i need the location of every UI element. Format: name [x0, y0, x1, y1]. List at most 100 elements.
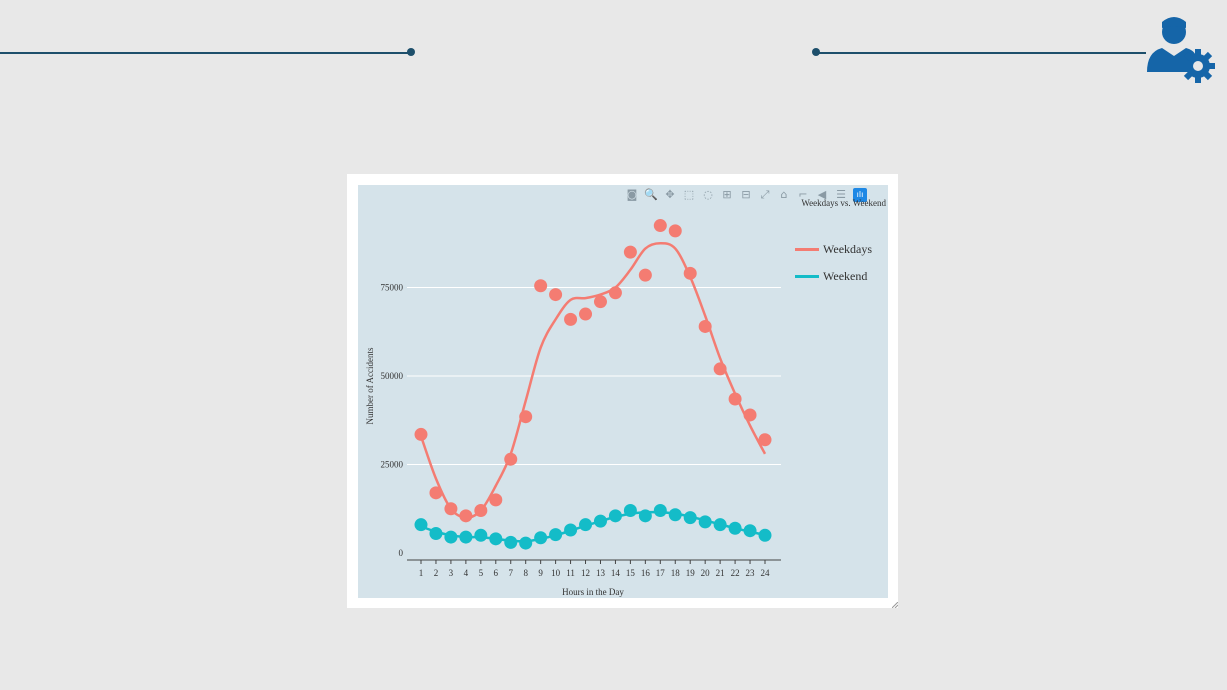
data-point-weekdays	[564, 312, 578, 326]
x-tick-label: 16	[641, 568, 651, 578]
x-tick-label: 21	[716, 568, 725, 578]
data-point-weekend	[579, 518, 593, 532]
slide-decoration-dot-left	[407, 48, 415, 56]
zoom-out-icon[interactable]: ⊟	[741, 188, 751, 201]
data-point-weekdays	[653, 219, 667, 233]
data-point-weekend	[414, 518, 428, 532]
data-point-weekend	[743, 524, 757, 538]
data-point-weekdays	[414, 427, 428, 441]
spike-lines-icon[interactable]: ⌐	[798, 188, 808, 201]
x-tick-label: 6	[494, 568, 499, 578]
data-point-weekend	[758, 528, 772, 542]
x-tick-label: 20	[701, 568, 711, 578]
data-point-weekdays	[429, 486, 443, 500]
y-axis-title: Number of Accidents	[365, 347, 375, 424]
trend-line-weekdays	[419, 241, 767, 519]
zoom-icon[interactable]: 🔍	[644, 188, 658, 201]
data-point-weekdays	[444, 502, 458, 516]
x-tick-label: 7	[508, 568, 513, 578]
data-point-weekdays	[519, 410, 533, 424]
data-point-weekdays	[534, 279, 548, 293]
x-tick-label: 8	[523, 568, 528, 578]
data-point-weekdays	[504, 452, 518, 466]
x-tick-label: 15	[626, 568, 636, 578]
data-point-weekdays	[593, 295, 607, 309]
data-point-weekend	[653, 504, 667, 518]
x-tick-label: 1	[419, 568, 424, 578]
pan-icon[interactable]: ✥	[665, 188, 675, 201]
data-point-weekend	[608, 509, 622, 523]
data-point-weekend	[593, 514, 607, 528]
hover-closest-icon[interactable]: ◀	[817, 188, 827, 201]
data-point-weekend	[638, 509, 652, 523]
data-point-weekend	[668, 508, 682, 522]
legend-swatch-weekend	[795, 275, 819, 278]
legend-item-weekdays[interactable]: Weekdays	[795, 236, 872, 263]
legend-swatch-weekdays	[795, 248, 819, 251]
data-point-weekdays	[728, 392, 742, 406]
slide-decoration-line-left	[0, 52, 410, 54]
box-select-icon[interactable]: ⬚	[683, 188, 695, 201]
slide-decoration-line-right	[816, 52, 1146, 54]
hover-compare-icon[interactable]: ☰	[836, 188, 846, 201]
legend: Weekdays Weekend	[795, 236, 872, 290]
autoscale-icon[interactable]: ⤢	[760, 188, 770, 201]
y-tick-label: 0	[399, 548, 404, 558]
camera-icon[interactable]: ◙	[626, 188, 638, 201]
x-tick-label: 12	[581, 568, 590, 578]
data-point-weekdays	[623, 245, 637, 259]
plotly-logo-icon[interactable]: ılı	[853, 188, 867, 202]
data-point-weekdays	[668, 224, 682, 238]
data-point-weekend	[444, 530, 458, 544]
y-tick-label: 75000	[381, 283, 404, 293]
x-tick-label: 9	[538, 568, 543, 578]
resize-handle-icon[interactable]	[892, 602, 898, 608]
legend-item-weekend[interactable]: Weekend	[795, 263, 872, 290]
data-point-weekend	[474, 528, 488, 542]
modebar: ◙ 🔍 ✥ ⬚ ◌ ⊞ ⊟ ⤢ ⌂ ⌐ ◀ ☰ ılı	[625, 188, 867, 202]
data-point-weekdays	[638, 268, 652, 282]
x-tick-label: 22	[731, 568, 740, 578]
y-tick-label: 50000	[381, 371, 404, 381]
data-point-weekend	[489, 532, 503, 546]
data-point-weekdays	[713, 362, 727, 376]
legend-label-weekdays: Weekdays	[823, 242, 873, 256]
x-tick-label: 10	[551, 568, 561, 578]
legend-label-weekend: Weekend	[823, 269, 868, 283]
data-point-weekdays	[474, 504, 488, 518]
data-point-weekdays	[549, 288, 563, 302]
zoom-in-icon[interactable]: ⊞	[722, 188, 732, 201]
data-point-weekend	[534, 531, 548, 545]
x-tick-label: 2	[434, 568, 439, 578]
x-tick-label: 4	[464, 568, 469, 578]
lasso-icon[interactable]: ◌	[703, 188, 713, 201]
x-tick-label: 18	[671, 568, 681, 578]
data-point-weekend	[623, 504, 637, 518]
data-point-weekend	[549, 528, 563, 542]
data-point-weekend	[683, 511, 697, 525]
data-point-weekdays	[608, 286, 622, 300]
data-point-weekdays	[758, 433, 772, 447]
data-point-weekend	[459, 530, 473, 544]
x-tick-label: 17	[656, 568, 666, 578]
data-point-weekend	[728, 521, 742, 535]
x-tick-label: 11	[566, 568, 575, 578]
y-tick-label: 25000	[381, 460, 404, 470]
x-tick-label: 13	[596, 568, 606, 578]
x-tick-label: 19	[686, 568, 696, 578]
chart-container: 0 25000 50000 75000 1 2 3 4 5 6 7 8 9 10 11 12 13 14 15 16 1…	[347, 174, 898, 608]
chart-title: Weekdays vs. Weekend	[801, 198, 886, 208]
x-tick-label: 14	[611, 568, 621, 578]
data-point-weekend	[698, 515, 712, 529]
reset-axes-icon[interactable]: ⌂	[780, 188, 788, 201]
data-point-weekdays	[698, 319, 712, 333]
x-tick-label: 5	[479, 568, 484, 578]
x-axis-title: Hours in the Day	[562, 587, 624, 597]
data-point-weekend	[519, 536, 533, 550]
data-point-weekend	[429, 527, 443, 541]
data-point-weekdays	[459, 509, 473, 523]
data-point-weekdays	[579, 307, 593, 321]
data-point-weekdays	[489, 493, 503, 507]
user-gear-icon	[1144, 12, 1220, 86]
